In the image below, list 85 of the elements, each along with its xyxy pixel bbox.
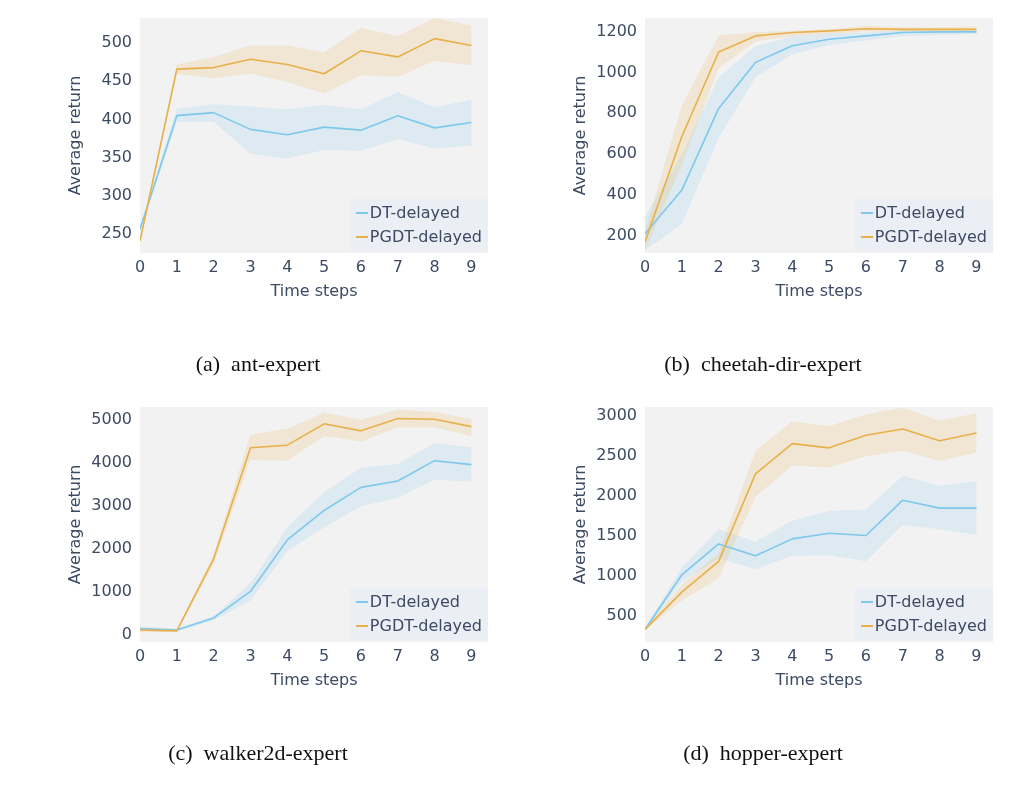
y-tick-label: 2000 (596, 484, 637, 504)
y-tick-label: 3000 (596, 404, 637, 424)
x-tick-label: 3 (245, 257, 256, 277)
x-tick-label: 3 (750, 257, 761, 277)
x-tick-label: 8 (934, 646, 945, 666)
legend-label: DT-delayed (369, 591, 460, 613)
x-tick-label: 6 (355, 646, 367, 666)
x-tick-label: 6 (860, 646, 872, 666)
x-tick-label: 9 (466, 257, 477, 277)
x-tick-label: 1 (676, 257, 687, 277)
y-axis-title: Average return (569, 75, 589, 196)
y-tick-label: 1000 (91, 581, 132, 601)
x-tick-label: 7 (392, 257, 403, 277)
y-tick-label: 5000 (91, 408, 132, 428)
y-tick-label: 500 (101, 32, 132, 52)
legend-label: PGDT-delayed (874, 615, 987, 637)
x-tick-label: 8 (934, 257, 945, 277)
x-tick-label: 0 (639, 257, 651, 277)
y-tick-label: 400 (101, 108, 132, 128)
x-tick-label: 9 (466, 646, 477, 666)
x-tick-label: 4 (787, 257, 798, 277)
x-tick-label: 0 (639, 646, 651, 666)
x-tick-label: 3 (750, 646, 761, 666)
x-tick-label: 2 (208, 257, 219, 277)
x-tick-label: 4 (282, 646, 293, 666)
y-tick-label: 500 (606, 604, 637, 624)
legend-label: PGDT-delayed (369, 615, 482, 637)
x-tick-label: 7 (392, 646, 403, 666)
x-tick-label: 7 (897, 646, 908, 666)
x-axis-title: Time steps (774, 281, 863, 300)
y-axis-title: Average return (64, 75, 84, 196)
x-tick-label: 6 (355, 257, 367, 277)
y-tick-label: 3000 (91, 494, 132, 514)
x-axis-title: Time steps (269, 281, 358, 300)
legend-label: DT-delayed (874, 202, 965, 224)
x-tick-label: 2 (208, 646, 219, 666)
legend-label: PGDT-delayed (369, 226, 482, 248)
x-tick-label: 3 (245, 646, 256, 666)
x-tick-label: 8 (429, 257, 440, 277)
y-tick-label: 2500 (596, 444, 637, 464)
text: (d) hopper-expert (682, 740, 844, 766)
x-tick-label: 1 (171, 257, 182, 277)
x-tick-label: 5 (824, 257, 835, 277)
x-axis-title: Time steps (269, 670, 358, 689)
y-tick-label: 0 (121, 624, 132, 644)
x-tick-label: 5 (319, 257, 330, 277)
x-tick-label: 5 (824, 646, 835, 666)
y-tick-label: 300 (101, 184, 132, 204)
x-tick-label: 0 (134, 257, 146, 277)
legend-label: PGDT-delayed (874, 226, 987, 248)
y-tick-label: 600 (606, 143, 637, 163)
y-tick-label: 250 (101, 223, 132, 243)
x-tick-label: 9 (971, 257, 982, 277)
y-tick-label: 1500 (596, 524, 637, 544)
text: (c) walker2d-expert (167, 740, 349, 766)
x-tick-label: 1 (676, 646, 687, 666)
x-tick-label: 6 (860, 257, 872, 277)
y-tick-label: 4000 (91, 451, 132, 471)
y-tick-label: 800 (606, 102, 637, 122)
text: (a) ant-expert (194, 351, 322, 377)
y-tick-label: 1000 (596, 564, 637, 584)
x-tick-label: 2 (713, 257, 724, 277)
y-tick-label: 200 (606, 224, 637, 244)
y-axis-title: Average return (569, 464, 589, 585)
x-tick-label: 9 (971, 646, 982, 666)
legend-label: DT-delayed (874, 591, 965, 613)
x-tick-label: 1 (171, 646, 182, 666)
line-series (140, 111, 473, 231)
x-axis-title: Time steps (774, 670, 863, 689)
y-tick-label: 450 (101, 70, 132, 90)
y-tick-label: 1200 (596, 20, 637, 40)
y-tick-label: 350 (101, 146, 132, 166)
x-tick-label: 0 (134, 646, 146, 666)
y-tick-label: 1000 (596, 61, 637, 81)
legend-label: DT-delayed (369, 202, 460, 224)
x-tick-label: 2 (713, 646, 724, 666)
x-tick-label: 8 (429, 646, 440, 666)
x-tick-label: 5 (319, 646, 330, 666)
y-axis-title: Average return (64, 464, 84, 585)
y-tick-label: 400 (606, 183, 637, 203)
text: (b) cheetah-dir-expert (663, 351, 863, 377)
y-tick-label: 2000 (91, 537, 132, 557)
x-tick-label: 4 (787, 646, 798, 666)
x-tick-label: 7 (897, 257, 908, 277)
x-tick-label: 4 (282, 257, 293, 277)
